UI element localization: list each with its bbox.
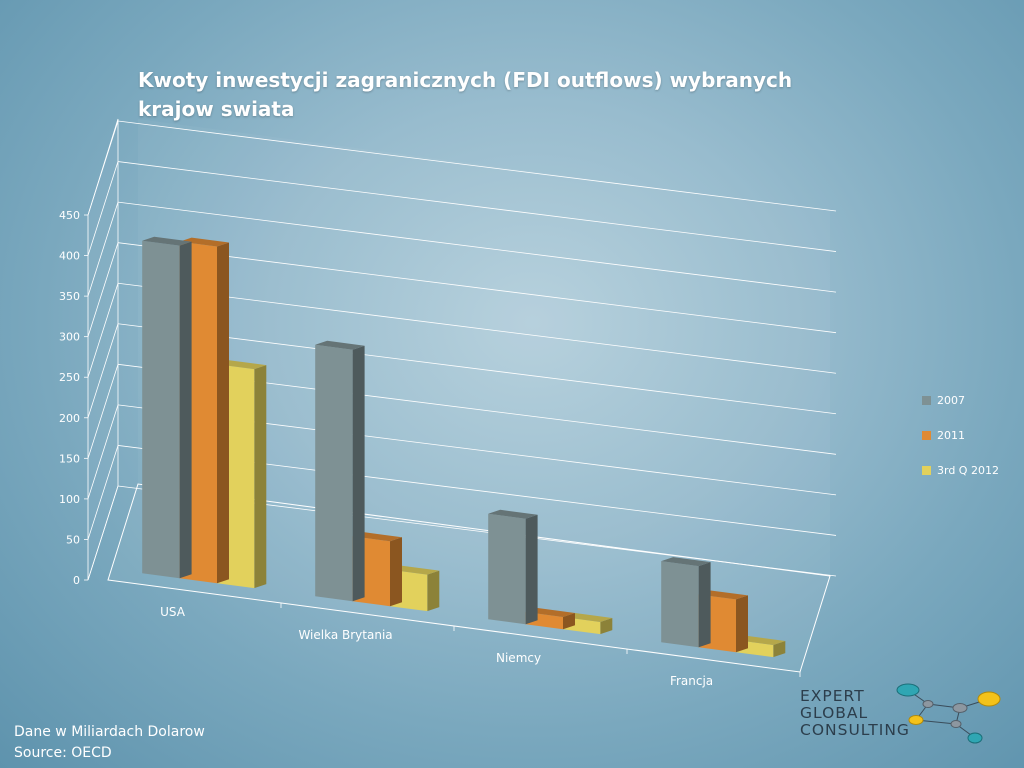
side-wall (87, 118, 119, 581)
gridline (87, 404, 119, 500)
legend-label: 2011 (937, 429, 965, 442)
bar-top (661, 557, 711, 567)
x-tick-label: Francja (670, 674, 713, 688)
bar-side (563, 613, 575, 630)
y-tick-label: 300 (59, 331, 80, 344)
gridlines (84, 120, 837, 581)
bar-side (525, 514, 538, 625)
gridline (87, 161, 119, 256)
legend-label: 3rd Q 2012 (937, 464, 999, 477)
gridline (87, 323, 119, 418)
y-tick-label: 100 (59, 493, 80, 506)
y-tick-label: 50 (66, 533, 80, 546)
bar-front (661, 561, 699, 648)
legend-item: 3rd Q 2012 (922, 462, 999, 479)
y-tick-label: 400 (59, 250, 80, 263)
x-tick-label: USA (160, 605, 186, 619)
bar-top (179, 237, 229, 247)
logo-line-2: GLOBAL (800, 704, 869, 722)
gridline (117, 282, 837, 374)
bar-side (600, 618, 613, 635)
bar-top (142, 236, 192, 246)
bar-side (736, 595, 748, 653)
bar (315, 340, 365, 602)
company-logo: EXPERT GLOBAL CONSULTING (798, 682, 1008, 748)
chart-walls (87, 118, 831, 673)
bar-side (427, 570, 440, 612)
bar-top (736, 636, 786, 645)
y-axis-labels: 0 50 100 150 200 250 300 350 400 450 (59, 209, 80, 587)
logo-text: EXPERT GLOBAL CONSULTING (800, 688, 910, 739)
legend-swatch-2007 (922, 396, 931, 405)
chart-title: Kwoty inwestycji zagranicznych (FDI outf… (138, 68, 793, 121)
legend: 2007 2011 3rd Q 2012 (922, 392, 999, 497)
bar (142, 236, 192, 579)
gridline (87, 201, 119, 297)
bar-front (142, 240, 180, 579)
gridline (87, 120, 119, 216)
bar-side (390, 537, 402, 607)
logo-network-icon (896, 683, 1001, 744)
footnote: Dane w Miliardach Dolarow Source: OECD (14, 722, 205, 764)
bar-top (315, 340, 365, 350)
x-tick-label: Wielka Brytania (298, 628, 392, 642)
logo-line-1: EXPERT (800, 687, 865, 705)
gridline (117, 242, 837, 334)
y-tick-label: 200 (59, 412, 80, 425)
back-wall (138, 119, 830, 576)
gridline (117, 201, 837, 293)
gridline (87, 485, 119, 581)
gridline (87, 242, 119, 337)
bar-top (563, 613, 613, 622)
footnote-units: Dane w Miliardach Dolarow (14, 724, 205, 740)
gridline (117, 120, 837, 212)
y-tick-label: 450 (59, 209, 80, 222)
bar-side (773, 641, 786, 658)
x-axis-labels: USA Wielka Brytania Niemcy Francja (160, 603, 801, 688)
bar (661, 557, 711, 648)
footnote-source: Source: OECD (14, 745, 112, 761)
y-tick-label: 350 (59, 290, 80, 303)
bar-top (352, 532, 402, 542)
y-tick-label: 150 (59, 452, 80, 465)
bar-top (698, 590, 748, 600)
bar-side (217, 242, 229, 584)
gridline (117, 323, 837, 415)
x-tick-label: Niemcy (496, 651, 541, 665)
gridline (87, 445, 119, 540)
legend-swatch-2011 (922, 431, 931, 440)
legend-label: 2007 (937, 394, 965, 407)
bar-top (390, 565, 440, 575)
y-tick-label: 0 (73, 574, 80, 587)
bar (488, 509, 538, 625)
y-tick-label: 250 (59, 371, 80, 384)
bar-top (217, 360, 267, 370)
gridline (87, 283, 119, 378)
legend-item: 2011 (922, 427, 999, 444)
logo-line-3: CONSULTING (800, 721, 910, 739)
legend-item: 2007 (922, 392, 999, 409)
gridline (87, 364, 119, 459)
bar-front (315, 344, 353, 602)
bar-top (525, 608, 575, 617)
bar-side (698, 562, 711, 648)
bar-side (254, 365, 267, 589)
bar-side (352, 345, 365, 602)
bar-side (179, 241, 192, 579)
bars (142, 236, 786, 658)
legend-swatch-2012 (922, 466, 931, 475)
bar-top (488, 509, 538, 519)
chart-floor (107, 483, 831, 673)
gridline (117, 161, 837, 252)
bar-front (488, 513, 526, 625)
